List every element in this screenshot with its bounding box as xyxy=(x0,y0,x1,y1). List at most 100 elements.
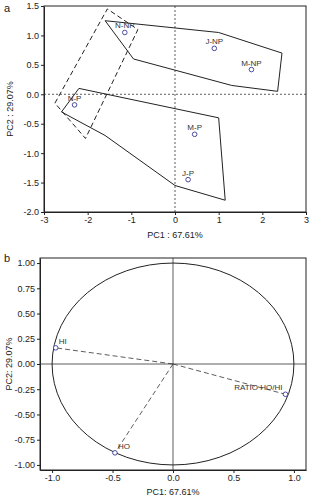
x-axis-tick: 0.5 xyxy=(228,470,241,483)
y-axis-tick-label: -1.5 xyxy=(23,178,39,188)
panel: -1.0 -0.5 0.0 0.5 1.0 -1.00 -0.75 -0.50 -0.25 0.0… xyxy=(4,252,307,497)
y-axis-tick: 1.5 xyxy=(26,1,44,11)
y-axis-tick-mark xyxy=(37,389,40,390)
point-labels: N-NPN-PJ-NPM-NPM-PJ-P xyxy=(68,21,262,177)
group-hull xyxy=(105,21,282,92)
y-axis-tick-label: -0.50 xyxy=(14,410,35,420)
plot-frame xyxy=(44,6,306,212)
x-axis-tick-label: 3 xyxy=(304,215,309,225)
y-axis-line xyxy=(40,259,41,471)
x-axis-tick: -0.5 xyxy=(105,470,121,483)
y-axis-tick: 0.0 xyxy=(26,90,44,100)
y-axis-tick: 1.0 xyxy=(26,31,44,41)
y-axis-tick: 0.50 xyxy=(17,309,40,319)
y-axis-tick: 0.00 xyxy=(17,359,40,369)
y-axis-tick-mark xyxy=(37,339,40,340)
y-axis-tick-mark xyxy=(37,364,40,365)
y-axis-title: PC2: 29.07% xyxy=(4,337,14,390)
y-axis-tick-mark xyxy=(37,263,40,264)
x-axis-tick-label: -0.5 xyxy=(105,473,121,483)
y-axis-tick: -1.00 xyxy=(14,460,40,470)
score-point xyxy=(212,46,217,51)
plot-frame xyxy=(40,258,306,470)
x-axis-tick-label: 0.5 xyxy=(228,473,241,483)
y-axis-title: PC2 : 29.07% xyxy=(5,81,15,137)
loading-vector xyxy=(56,348,173,364)
x-axis-tick: -1 xyxy=(128,212,136,225)
group-hull xyxy=(55,9,138,138)
x-axis-title: PC1: 67.61% xyxy=(146,487,199,497)
y-axis-tick-mark xyxy=(37,465,40,466)
y-axis-tick-label: 1.0 xyxy=(26,31,39,41)
score-point xyxy=(122,30,127,35)
y-axis-tick-mark xyxy=(41,6,44,7)
y-axis: -2.0-1.5-1.0-0.50.00.51.01.5 xyxy=(23,1,44,217)
y-axis-tick: -0.75 xyxy=(14,435,40,445)
y-axis-tick-label: -0.75 xyxy=(14,435,35,445)
loading-point xyxy=(283,392,288,397)
y-axis-tick: -0.50 xyxy=(14,410,40,420)
point-label: M-P xyxy=(187,123,202,132)
point-label: N-P xyxy=(68,94,82,103)
x-axis-tick-label: 0 xyxy=(173,215,178,225)
y-axis-tick-mark xyxy=(37,314,40,315)
loading-vector xyxy=(173,364,285,394)
y-axis-tick: -0.25 xyxy=(14,385,40,395)
x-axis-tick-label: 1.0 xyxy=(288,473,301,483)
x-axis-tick: 1 xyxy=(217,212,222,225)
y-axis-tick-mark xyxy=(37,414,40,415)
x-axis-tick-label: 2 xyxy=(260,215,265,225)
x-axis-tick: 0 xyxy=(173,212,178,225)
point-label: N-NP xyxy=(115,21,135,30)
y-axis-tick-label: 1.5 xyxy=(26,1,39,11)
y-axis-tick-mark xyxy=(41,212,44,213)
x-axis-tick-label: -3 xyxy=(40,215,48,225)
x-axis-tick: 0.0 xyxy=(167,470,180,483)
y-axis-tick-label: 0.0 xyxy=(26,90,39,100)
y-axis-tick-label: -0.5 xyxy=(23,119,39,129)
x-axis-tick: 3 xyxy=(304,212,309,225)
score-point xyxy=(192,132,197,137)
panel-title: b xyxy=(4,252,10,264)
y-axis-tick-mark xyxy=(41,183,44,184)
x-axis: -3 -2 -1 0 1 2 3 xyxy=(40,212,309,225)
y-axis-tick-label: 0.50 xyxy=(17,309,35,319)
y-axis-tick-mark xyxy=(41,35,44,36)
y-axis-tick-mark xyxy=(37,440,40,441)
x-axis-tick: 1.0 xyxy=(288,470,301,483)
y-axis-tick-mark xyxy=(37,288,40,289)
y-axis-tick: 0.75 xyxy=(17,284,40,294)
x-axis-tick: -2 xyxy=(84,212,92,225)
y-axis-tick: -1.5 xyxy=(23,178,44,188)
y-axis-tick: -0.5 xyxy=(23,119,44,129)
y-axis-tick-mark xyxy=(41,153,44,154)
y-axis-tick-label: -1.0 xyxy=(23,149,39,159)
y-axis-tick: -2.0 xyxy=(23,207,44,217)
x-axis-tick-label: -1.0 xyxy=(45,473,61,483)
panel-title: a xyxy=(4,2,11,14)
y-axis: -1.00 -0.75 -0.50 -0.25 0.00 0.25 0.50 0.75 1.00 xyxy=(14,258,40,470)
reference-line xyxy=(44,94,306,95)
y-axis-tick: 0.25 xyxy=(17,334,40,344)
y-axis-tick-mark xyxy=(41,65,44,66)
y-axis-tick-label: 1.00 xyxy=(17,258,35,268)
x-axis-tick: -1.0 xyxy=(45,470,61,483)
point-label: J-NP xyxy=(205,37,223,46)
loading-vector xyxy=(115,364,173,453)
point-label: HI xyxy=(59,337,67,346)
loading-point xyxy=(53,346,58,351)
x-axis-tick-label: 0.0 xyxy=(167,473,180,483)
x-axis: -1.0 -0.5 0.0 0.5 1.0 xyxy=(41,470,307,483)
y-axis-tick: -1.0 xyxy=(23,149,44,159)
score-point xyxy=(186,177,191,182)
point-label: J-P xyxy=(182,169,194,178)
y-axis-tick-label: 0.00 xyxy=(17,359,35,369)
y-axis-tick-label: -2.0 xyxy=(23,207,39,217)
point-label: RATIO HO/HI xyxy=(234,383,282,392)
score-point xyxy=(72,103,77,108)
figure: -3 -2 -1 0 1 2 3 -2.0 -1.5 -1.0 -0.5 0.0 0.5 1.0 1.5 N-… xyxy=(0,0,320,500)
y-axis-tick-mark xyxy=(41,124,44,125)
point-labels: HIHORATIO HO/HI xyxy=(59,337,283,451)
y-axis-tick-label: -1.00 xyxy=(14,460,35,470)
x-axis-tick-label: 1 xyxy=(217,215,222,225)
